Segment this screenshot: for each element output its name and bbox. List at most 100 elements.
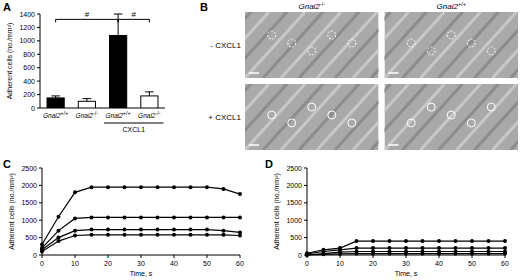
series-marker bbox=[355, 252, 359, 256]
series-marker bbox=[156, 185, 160, 189]
series-marker bbox=[421, 239, 425, 243]
texture bbox=[317, 84, 377, 150]
series-marker bbox=[355, 239, 359, 243]
micrograph bbox=[385, 84, 519, 150]
x-tick-label: 0 bbox=[305, 260, 309, 267]
series-marker bbox=[437, 252, 441, 256]
y-tick-label: 600 bbox=[23, 64, 35, 71]
series-marker bbox=[421, 246, 425, 250]
figure: A0200400600800100012001400Adherent cells… bbox=[0, 0, 520, 280]
texture bbox=[245, 84, 305, 150]
line-chart: C05001000150020002500Adherent cells (no.… bbox=[3, 158, 244, 277]
texture bbox=[335, 12, 379, 78]
series-marker bbox=[338, 252, 342, 256]
genotype: +/+ bbox=[123, 110, 131, 116]
plot-area bbox=[305, 239, 507, 257]
series-marker bbox=[388, 239, 392, 243]
series-marker bbox=[123, 228, 127, 232]
error-cap bbox=[83, 98, 92, 99]
y-tick bbox=[37, 81, 40, 82]
y-tick bbox=[39, 237, 42, 238]
texture bbox=[385, 84, 445, 150]
series-marker bbox=[470, 252, 474, 256]
y-tick-label: 1500 bbox=[286, 199, 302, 206]
series-marker bbox=[222, 187, 226, 191]
genotype: +/+ bbox=[458, 1, 466, 7]
texture bbox=[353, 84, 379, 150]
texture bbox=[475, 84, 519, 150]
x-tick bbox=[42, 255, 43, 258]
texture bbox=[385, 84, 427, 150]
texture bbox=[421, 84, 481, 150]
series-marker bbox=[205, 185, 209, 189]
y-tick-label: 0 bbox=[298, 252, 302, 259]
series-marker bbox=[421, 252, 425, 256]
cell-marker bbox=[288, 39, 296, 47]
cell-marker bbox=[407, 119, 415, 127]
y-tick bbox=[37, 14, 40, 15]
bar bbox=[141, 96, 158, 108]
scale-bar bbox=[389, 144, 399, 146]
cell-marker bbox=[308, 103, 316, 111]
image-background bbox=[245, 84, 379, 150]
texture bbox=[245, 84, 287, 150]
y-tick-label: 1500 bbox=[21, 199, 37, 206]
cell-marker bbox=[447, 111, 455, 119]
x-tick-label: 20 bbox=[104, 260, 112, 267]
y-tick bbox=[304, 185, 307, 186]
error-bar bbox=[118, 14, 119, 35]
series-marker bbox=[172, 233, 176, 237]
series-marker bbox=[503, 252, 507, 256]
series-line bbox=[42, 187, 240, 244]
y-tick-label: 800 bbox=[23, 51, 35, 58]
gene-name: Gnai2 bbox=[437, 2, 459, 11]
series-marker bbox=[371, 246, 375, 250]
texture bbox=[245, 84, 251, 150]
series-marker bbox=[371, 252, 375, 256]
x-tick-label: 10 bbox=[336, 260, 344, 267]
cell-marker bbox=[487, 47, 495, 55]
series-marker bbox=[454, 246, 458, 250]
series-marker bbox=[106, 215, 110, 219]
series-marker bbox=[470, 239, 474, 243]
cell-marker bbox=[407, 39, 415, 47]
y-tick-label: 2500 bbox=[21, 165, 37, 172]
x-tick bbox=[240, 255, 241, 258]
x-tick bbox=[108, 255, 109, 258]
series-marker bbox=[73, 190, 77, 194]
series-marker bbox=[73, 234, 77, 238]
series-marker bbox=[222, 215, 226, 219]
y-tick bbox=[39, 220, 42, 221]
y-tick-label: 2000 bbox=[286, 182, 302, 189]
series-marker bbox=[487, 239, 491, 243]
cell-marker bbox=[328, 31, 336, 39]
texture bbox=[385, 12, 445, 78]
series-marker bbox=[487, 252, 491, 256]
y-tick-label: 2500 bbox=[286, 165, 302, 172]
y-tick bbox=[37, 94, 40, 95]
series-line bbox=[42, 235, 240, 252]
series-marker bbox=[139, 185, 143, 189]
gene-name: Gnai2 bbox=[76, 112, 94, 119]
x-tick-label: 20 bbox=[369, 260, 377, 267]
panel-label: B bbox=[200, 1, 208, 13]
significance-bracket bbox=[118, 19, 149, 22]
gene-name: Gnai2 bbox=[105, 112, 123, 119]
texture bbox=[493, 84, 519, 150]
series-marker bbox=[57, 229, 61, 233]
y-axis-title: Adherent cells (no./mm²) bbox=[6, 23, 14, 100]
cell-marker bbox=[467, 119, 475, 127]
y-tick-label: 200 bbox=[23, 91, 35, 98]
texture bbox=[385, 12, 391, 78]
x-axis-title: Time, s bbox=[395, 270, 418, 277]
texture bbox=[281, 12, 341, 78]
y-tick bbox=[304, 237, 307, 238]
series-marker bbox=[189, 233, 193, 237]
series-marker bbox=[404, 252, 408, 256]
x-tick-label: 0 bbox=[40, 260, 44, 267]
x-tick-label: 10 bbox=[71, 260, 79, 267]
cell-marker bbox=[487, 103, 495, 111]
gene-name: Gnai2 bbox=[298, 2, 320, 11]
y-tick bbox=[39, 185, 42, 186]
x-tick-label: Gnai2-/- bbox=[138, 110, 161, 119]
